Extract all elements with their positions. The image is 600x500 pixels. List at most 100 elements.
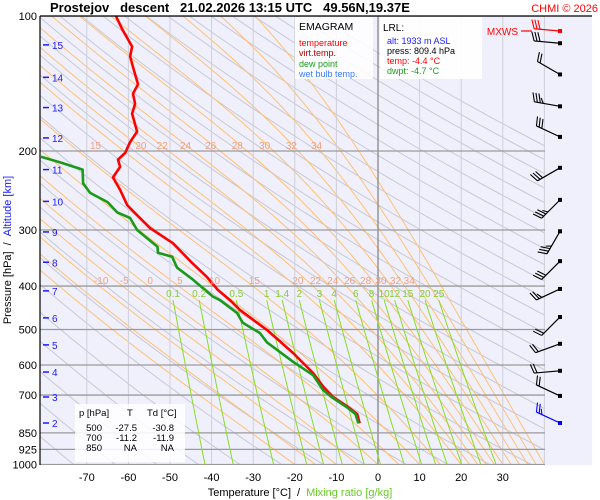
wind-barb-full <box>532 330 542 336</box>
pressure-tick-label: 500 <box>19 325 37 337</box>
wind-barb-staff <box>536 384 561 397</box>
profiles <box>40 16 361 424</box>
altitude-tick-label: 11 <box>52 166 63 177</box>
wind-barb-half <box>542 209 549 213</box>
mixing-ratio-line <box>394 299 448 465</box>
moist-adiabat-label: -5 <box>120 276 129 287</box>
dry-adiabat <box>231 16 545 204</box>
wind-barb <box>535 116 562 139</box>
mixing-ratio-line <box>383 299 437 465</box>
legend-virt-temp: virt.temp. <box>299 48 336 58</box>
wind-barb-station-dot <box>558 41 562 46</box>
legend: EMAGRAM temperature virt.temp. dew point… <box>295 17 373 79</box>
dry-adiabat <box>102 16 545 299</box>
mixing-ratio-label: 6 <box>353 289 359 300</box>
table-header-p: p [hPa] <box>79 408 109 419</box>
wind-barb <box>532 197 562 219</box>
y-axis-title-altitude: Altitude [km] <box>2 176 14 237</box>
wind-barb <box>529 363 562 374</box>
wind-barb <box>532 315 562 336</box>
wind-barb-staff <box>546 231 561 255</box>
wind-barb-full <box>531 31 535 42</box>
table-cell-p: 850 <box>86 443 102 454</box>
dew-point-profile <box>40 155 360 424</box>
mixing-ratio-line <box>438 299 497 465</box>
altitude-tick-label: 7 <box>52 287 58 298</box>
wind-barbs: MXWS <box>487 19 562 426</box>
lrl-temp: temp: -4.4 °C <box>387 56 441 66</box>
altitude-tick-label: 4 <box>52 368 58 379</box>
moist-adiabat-label: 22 <box>310 276 322 287</box>
lrl-title: LRL: <box>383 23 404 34</box>
wind-barb-staff <box>534 370 561 374</box>
moist-adiabat-label: 28 <box>360 276 372 287</box>
wind-barb-full <box>539 248 549 252</box>
dry-adiabat <box>124 16 545 282</box>
lrl-alt: alt: 1933 m ASL <box>387 36 451 46</box>
dry-adiabat <box>59 16 545 334</box>
legend-wet-bulb: wet bulb temp. <box>298 69 358 79</box>
wind-barb <box>537 229 562 255</box>
x-tick-label: 0 <box>375 472 381 484</box>
altitude-tick-label: 14 <box>52 73 64 84</box>
altitude-tick-label: 2 <box>52 419 58 430</box>
wind-barb-full <box>535 171 544 179</box>
legend-temperature: temperature <box>299 38 348 48</box>
moist-adiabat-label: 22 <box>157 141 169 152</box>
x-tick-label: -70 <box>79 472 95 484</box>
x-tick-label: -50 <box>162 472 178 484</box>
mixing-ratio-label: 20 <box>420 289 432 300</box>
altitude-tick-label: 13 <box>52 104 64 115</box>
y-axis-title-pressure: Pressure [hPa] <box>2 251 14 324</box>
wind-barb-full <box>541 118 544 129</box>
wind-barb-full <box>532 363 538 374</box>
wind-barb-full <box>532 291 540 300</box>
moist-adiabat-label: 5 <box>177 276 183 287</box>
mixing-ratio-line <box>407 299 463 465</box>
dry-adiabat <box>167 16 545 250</box>
wind-barb-full <box>535 375 539 385</box>
altitude-tick-label: 15 <box>52 41 64 52</box>
wind-barb-staff <box>534 101 561 107</box>
y-axis-sep: / <box>2 241 14 245</box>
moist-adiabat-label: 32 <box>286 141 298 152</box>
pressure-tick-label: 600 <box>19 360 37 372</box>
wind-barb <box>532 92 562 109</box>
mxws-label: MXWS <box>487 27 518 38</box>
table-cell-p: 500 <box>86 423 102 434</box>
moist-adiabat-label: 32 <box>390 276 402 287</box>
dry-adiabat <box>210 16 545 219</box>
dry-adiabat <box>40 35 545 371</box>
mixing-ratio-label: 12 <box>389 289 401 300</box>
mixing-ratio-line <box>355 299 405 465</box>
mixing-ratio-label: 10 <box>379 289 391 300</box>
mixing-ratio-label: 0.2 <box>192 289 206 300</box>
mixing-ratio-label: 0.1 <box>166 289 180 300</box>
wind-barb-full <box>535 211 544 217</box>
altitude-tick-label: 8 <box>52 258 58 269</box>
x-axis-title: Temperature [°C] / Mixing ratio [g/kg] <box>208 487 393 499</box>
y-axis-title: Pressure [hPa] / Altitude [km] <box>2 176 14 324</box>
copyright: CHMI © 2026 <box>531 3 598 15</box>
pressure-tick-label: 700 <box>19 390 37 402</box>
wind-barb-staff <box>534 28 561 32</box>
wind-barb-staff <box>541 316 561 336</box>
wind-barb-full <box>532 172 541 180</box>
wind-barb <box>536 52 562 77</box>
mixing-ratio-line <box>281 299 325 465</box>
wind-barb <box>529 341 562 354</box>
x-tick-label: -40 <box>204 472 220 484</box>
wind-barb-full <box>537 251 548 255</box>
legend-title: EMAGRAM <box>299 21 353 33</box>
x-tick-label: -60 <box>120 472 136 484</box>
plot-background <box>40 16 592 465</box>
wind-barb-station-dot <box>558 368 562 373</box>
wind-barb-full <box>538 403 541 414</box>
wind-barb-full <box>535 92 538 103</box>
moist-adiabat-label: 26 <box>205 141 217 152</box>
mixing-ratio-line <box>172 300 206 465</box>
altitude-tick-label: 5 <box>52 341 58 352</box>
legend-dew-point: dew point <box>299 59 338 69</box>
wind-barb-full <box>538 376 541 387</box>
wind-barb-staff <box>537 167 561 182</box>
